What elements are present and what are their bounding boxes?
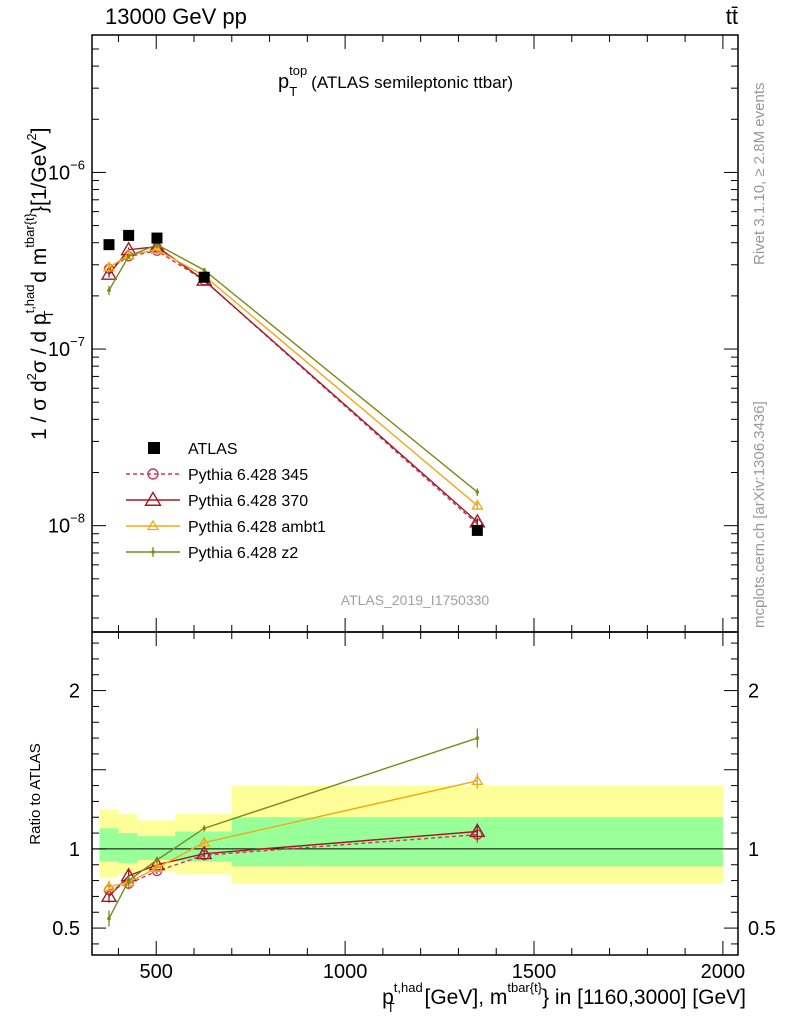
data-point-z2 (107, 288, 111, 293)
ratio-point-ambt1 (122, 875, 135, 887)
main-panel-frame (91, 34, 739, 633)
y-tick-label-exp: −6 (70, 157, 85, 172)
ylabel-part-9: ] (28, 128, 51, 134)
y-tick-label-exp: −7 (70, 334, 85, 349)
data-point-p370 (100, 265, 118, 280)
y-tick-label-base: 10 (48, 162, 70, 184)
ylabel-part-0: 1 / σ d (28, 380, 51, 440)
ratio-y-tick-label-right: 0.5 (748, 918, 776, 940)
x-tick-label: 500 (140, 961, 173, 983)
legend-label: Pythia 6.428 z2 (188, 545, 298, 562)
ratio-y-tick-label-left: 0.5 (52, 918, 80, 940)
y-tick-label: 10−6 (48, 157, 85, 184)
ratio-point-ambt1 (198, 836, 211, 847)
data-point-ambt1 (150, 243, 164, 254)
analysis-id: ATLAS_2019_I1750330 (341, 592, 490, 608)
xlabel-part-3: [GeV], m (419, 986, 508, 1009)
legend-marker-p345 (147, 468, 159, 480)
data-point-atlas (123, 229, 135, 241)
plot-title-symbol: p (278, 71, 289, 93)
y-tick-label-exp: −8 (70, 511, 85, 526)
data-point-z2 (126, 254, 131, 259)
ylabel-part-6: tbar{t} (22, 212, 37, 247)
ylabel-part-3: t,had (22, 285, 37, 314)
mcplots-label: mcplots.cern.ch [arXiv:1306.3436] (751, 401, 768, 628)
ratio-point-p370 (100, 888, 118, 903)
xlabel-part-1: t,had (394, 980, 423, 995)
ylabel-part-8: 2 (24, 133, 39, 140)
plot-title-sup: top (289, 63, 307, 78)
xlabel-part-5: } in [1160,3000] [GeV] (542, 986, 746, 1009)
legend: ATLAS Pythia 6.428 345 Pythia 6.428 370 Pyt… (126, 441, 326, 562)
ratio-y-tick-label-left: 1 (69, 839, 80, 861)
xlabel-part-2: T (387, 1000, 395, 1015)
xlabel: pt,had T [GeV], mtbar{t}} in [1160,3000] … (382, 980, 746, 1015)
ylabel-part-1: 2 (24, 373, 39, 380)
ylabel-part-2: σ / d p (28, 313, 51, 373)
data-point-atlas (198, 271, 210, 283)
ratio-y-tick-label-right: 1 (748, 839, 759, 861)
legend-marker-z2 (151, 550, 155, 554)
ratio-point-p370 (469, 823, 486, 838)
legend-label: ATLAS (188, 441, 238, 458)
data-point-z2 (202, 268, 206, 272)
data-point-z2 (155, 242, 159, 247)
ratio-ylabel: Ratio to ATLAS (27, 743, 44, 844)
rivet-label: Rivet 3.1.10, ≥ 2.8M events (751, 83, 768, 266)
plot-title-sub: T (289, 84, 297, 99)
y-tick-label: 10−7 (48, 334, 85, 361)
x-tick-label: 1000 (323, 961, 368, 983)
plot-title-rest: (ATLAS semileptonic ttbar) (311, 73, 513, 92)
ratio-point-p370 (195, 845, 213, 860)
process-label: tt̄ (726, 4, 738, 29)
series-line-z2 (108, 243, 478, 493)
ratio-point-ambt1 (150, 861, 164, 873)
ratio-point-z2 (126, 878, 131, 883)
xlabel-part-4: tbar{t} (507, 980, 542, 995)
ratio-point-z2 (155, 858, 159, 862)
legend-marker-ambt1 (146, 519, 160, 531)
main-ylabel: 1 / σ d2σ / d pt,hadT d mtbar{t}}[1/GeV2… (22, 128, 56, 440)
ratio-point-ambt1 (102, 880, 116, 892)
ratio-point-z2 (475, 736, 480, 740)
y-tick-label: 10−8 (48, 511, 85, 538)
ratio-axis-ticks: 0.5 0.5 1 1 2 2 500 1000 1500 2000 (52, 632, 776, 983)
y-tick-label-base: 10 (48, 516, 70, 538)
xlabel-part-0: p (382, 986, 394, 1009)
data-point-ambt1 (122, 248, 135, 260)
legend-label: Pythia 6.428 370 (188, 493, 308, 510)
ratio-panel-frame (91, 631, 739, 956)
data-point-ambt1 (102, 261, 116, 272)
ylabel-part-7: }[1/GeV (28, 141, 51, 213)
ratio-y-tick-label-left: 2 (69, 681, 80, 703)
legend-marker-p370 (144, 491, 162, 506)
x-tick-label: 2000 (701, 961, 746, 983)
x-tick-label: 1500 (512, 961, 557, 983)
ratio-point-z2 (107, 916, 111, 921)
ratio-y-tick-label-right: 2 (748, 681, 759, 703)
data-point-atlas (151, 232, 163, 244)
data-point-ambt1 (471, 499, 484, 510)
ratio-point-ambt1 (471, 774, 484, 785)
data-point-atlas (103, 239, 115, 251)
ratio-bands (92, 785, 738, 884)
uncertainty-band-inner (137, 836, 176, 860)
data-point-atlas (471, 524, 483, 536)
uncertainty-band-inner (99, 828, 119, 862)
y-tick-label-base: 10 (48, 339, 70, 361)
main-axis-ticks: 10−810−710−6 (48, 34, 738, 632)
beam-label: 13000 GeV pp (105, 4, 247, 29)
main-series-group (100, 229, 486, 536)
data-point-z2 (475, 490, 480, 494)
legend-label: Pythia 6.428 ambt1 (188, 519, 326, 536)
uncertainty-band-inner (118, 833, 138, 864)
ylabel-part-4: T (41, 311, 56, 319)
plot-title: ptop T (ATLAS semileptonic ttbar) (278, 63, 513, 99)
legend-label: Pythia 6.428 345 (188, 467, 308, 484)
ratio-point-z2 (202, 826, 206, 831)
legend-marker-atlas (148, 442, 160, 454)
ratio-series-group (100, 728, 486, 927)
ylabel-part-5: d m (28, 248, 51, 289)
